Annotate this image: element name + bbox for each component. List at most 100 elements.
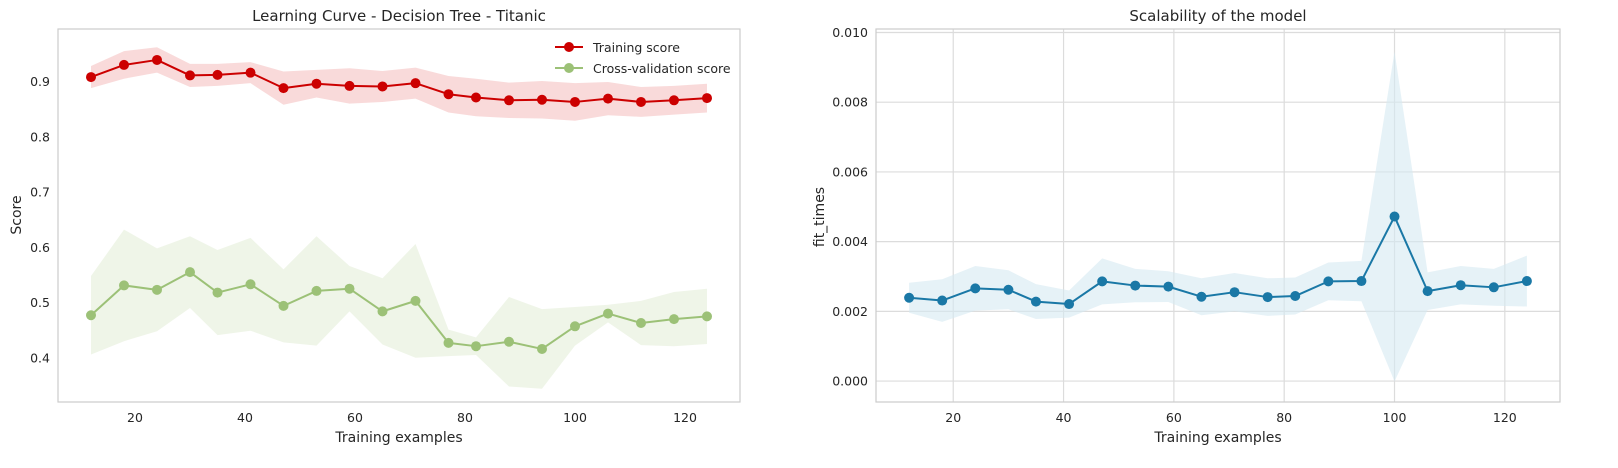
- data-point: [570, 96, 580, 107]
- x-tick-label: 120: [1493, 410, 1517, 425]
- data-point: [636, 317, 646, 328]
- data-point: [702, 93, 712, 104]
- legend-marker-training: [564, 42, 574, 52]
- x-axis-label: Training examples: [334, 430, 462, 446]
- data-point: [669, 314, 679, 325]
- y-tick-label: 0.008: [832, 95, 868, 110]
- legend: Training score Cross-validation score: [555, 40, 731, 76]
- data-point: [1389, 211, 1400, 222]
- data-point: [1323, 276, 1334, 287]
- data-point: [1455, 280, 1466, 291]
- x-tick-label: 60: [1166, 410, 1182, 425]
- x-tick-label: 40: [1056, 410, 1072, 425]
- data-point: [86, 310, 96, 321]
- data-point: [278, 300, 289, 311]
- data-point: [377, 306, 388, 317]
- data-point: [702, 311, 712, 322]
- data-point: [1097, 276, 1108, 287]
- data-point: [1290, 291, 1301, 302]
- series-band: [91, 229, 707, 389]
- data-point: [970, 283, 981, 294]
- data-point: [377, 81, 388, 92]
- series-band: [909, 51, 1527, 382]
- x-tick-label: 100: [563, 410, 587, 425]
- data-point: [344, 283, 355, 294]
- legend-label-cv: Cross-validation score: [593, 61, 731, 76]
- y-tick-label: 0.002: [832, 304, 868, 319]
- learning-curve-chart: 20 40 60 80 100 120 0.4 0.5 0.6 0.7 0.8 0.9 Learni…: [9, 7, 741, 446]
- data-point: [1196, 291, 1207, 302]
- data-point: [185, 70, 195, 81]
- data-point: [1262, 292, 1273, 303]
- data-point: [86, 72, 96, 83]
- y-tick-label: 0.7: [30, 185, 50, 200]
- chart-title: Learning Curve - Decision Tree - Titanic: [252, 7, 546, 25]
- data-point: [212, 69, 223, 80]
- data-point: [443, 89, 454, 100]
- data-point: [1356, 276, 1367, 287]
- data-point: [1064, 299, 1075, 310]
- data-point: [471, 92, 481, 103]
- y-tick-label: 0.8: [30, 129, 50, 144]
- plot-frame: [57, 28, 741, 403]
- y-tick-label: 0.6: [30, 240, 50, 255]
- y-tick-label: 0.000: [832, 374, 868, 389]
- legend-label-training: Training score: [592, 40, 680, 55]
- data-point: [1130, 280, 1141, 291]
- series-line: [909, 215, 1528, 306]
- data-point: [410, 295, 421, 306]
- legend-marker-cv: [564, 63, 574, 73]
- data-point: [245, 279, 256, 290]
- data-point: [1521, 276, 1532, 287]
- x-tick-label: 80: [457, 410, 473, 425]
- y-tick-label: 0.9: [30, 74, 50, 89]
- data-point: [570, 321, 580, 332]
- data-point: [119, 280, 129, 291]
- data-point: [212, 287, 223, 298]
- data-point: [311, 78, 322, 89]
- data-point: [278, 83, 289, 94]
- x-tick-label: 120: [673, 410, 697, 425]
- data-point: [471, 341, 481, 352]
- scalability-chart: 20 40 60 80 100 120 0.000 0.002 0.004 0.006 0.008…: [812, 7, 1561, 446]
- x-tick-label: 20: [945, 410, 961, 425]
- data-point: [1163, 281, 1174, 292]
- data-point: [937, 295, 948, 306]
- data-point: [344, 80, 355, 91]
- data-point: [1003, 284, 1014, 295]
- data-point: [410, 78, 421, 89]
- data-point: [636, 96, 646, 107]
- data-point: [152, 284, 162, 295]
- x-tick-label: 20: [127, 410, 143, 425]
- data-point: [669, 95, 679, 106]
- data-point: [1030, 296, 1041, 307]
- data-point: [1422, 286, 1433, 297]
- data-point: [119, 59, 129, 70]
- y-tick-label: 0.5: [30, 295, 50, 310]
- plot-frame: [875, 28, 1561, 403]
- plot-area: [876, 29, 1560, 402]
- data-point: [504, 95, 514, 106]
- data-point: [443, 337, 454, 348]
- data-point: [1229, 287, 1240, 298]
- y-tick-label: 0.4: [30, 350, 50, 365]
- y-axis-label: Score: [9, 195, 25, 234]
- y-tick-label: 0.010: [832, 25, 868, 40]
- data-point: [152, 54, 162, 65]
- x-tick-label: 100: [1383, 410, 1407, 425]
- data-point: [537, 94, 547, 105]
- x-tick-label: 60: [347, 410, 363, 425]
- y-axis-label: fit_times: [812, 187, 828, 247]
- data-point: [311, 285, 322, 296]
- data-point: [185, 267, 195, 278]
- data-point: [603, 308, 613, 319]
- data-point: [245, 67, 256, 78]
- y-tick-label: 0.004: [832, 234, 868, 249]
- x-tick-label: 80: [1276, 410, 1292, 425]
- series-line: [90, 271, 708, 350]
- y-tick-label: 0.006: [832, 164, 868, 179]
- x-axis-label: Training examples: [1153, 430, 1281, 446]
- chart-title: Scalability of the model: [1129, 7, 1306, 25]
- data-point: [603, 93, 613, 104]
- data-point: [504, 336, 514, 347]
